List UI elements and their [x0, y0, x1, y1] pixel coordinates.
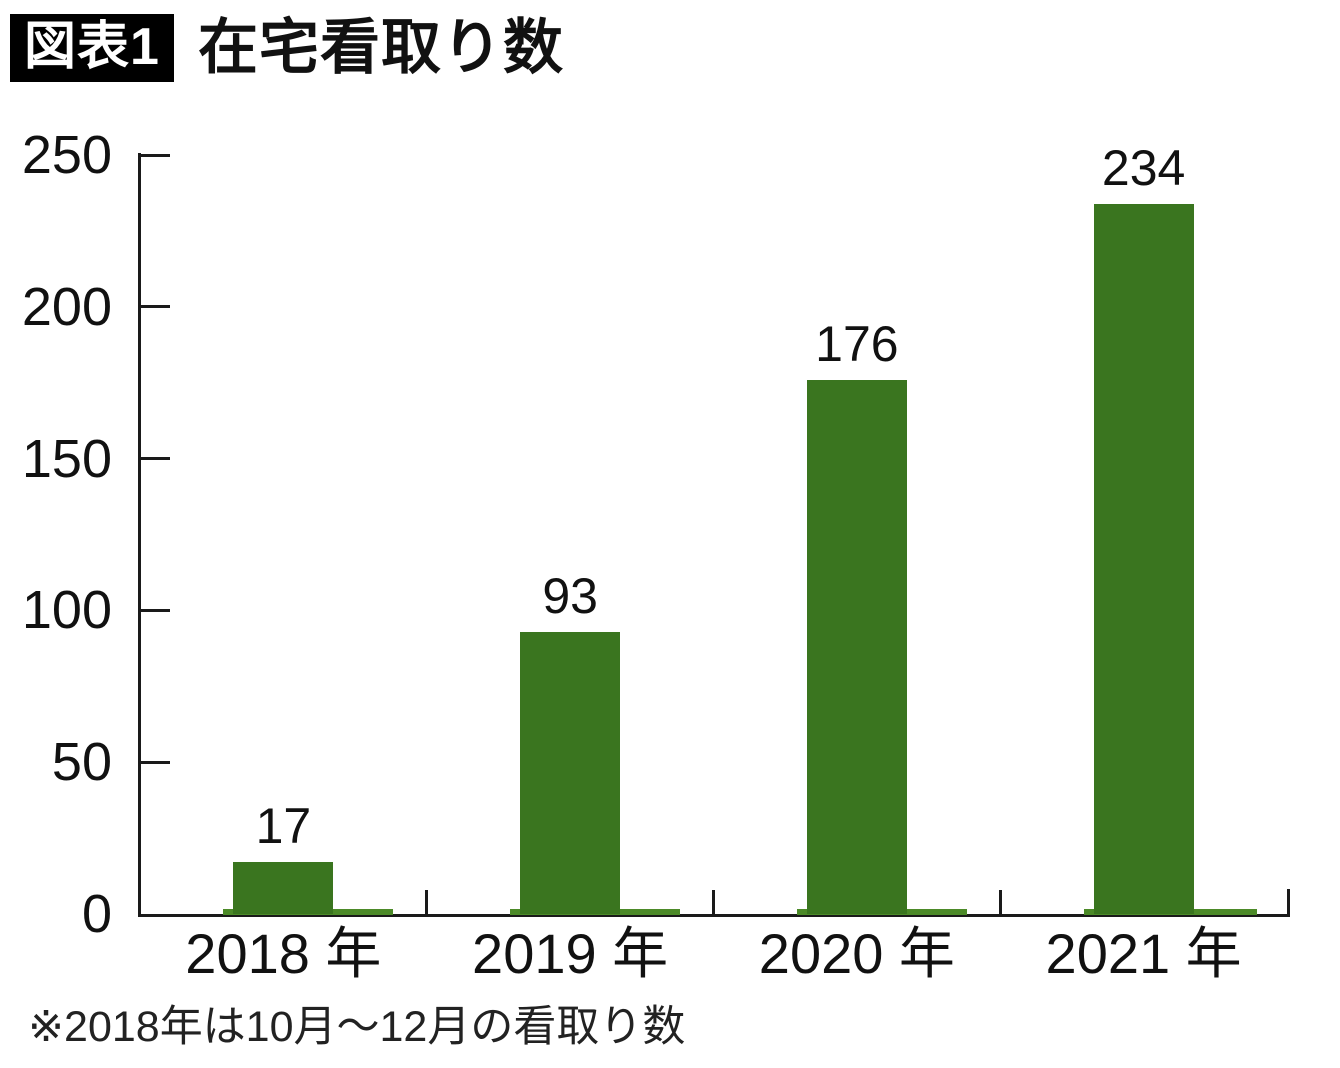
bar-value-label: 176	[815, 316, 899, 372]
y-tick-label: 100	[21, 580, 112, 641]
y-tick-label: 200	[21, 276, 112, 337]
y-tick	[140, 305, 170, 309]
figure-header: 図表1 在宅看取り数	[0, 0, 1340, 100]
bar-value-label: 234	[1101, 140, 1186, 196]
bar-value-label: 93	[542, 568, 598, 624]
bar	[520, 632, 620, 914]
x-tick	[712, 890, 715, 914]
y-tick-label: 50	[51, 732, 112, 793]
x-axis-label: 2021 年	[1045, 922, 1242, 985]
chart-title: 在宅看取り数	[198, 14, 564, 81]
x-axis-end-tick	[1287, 889, 1290, 914]
y-tick	[140, 608, 170, 612]
x-axis-line	[138, 914, 1290, 917]
x-tick	[425, 890, 429, 914]
y-tick-label: 250	[21, 125, 112, 185]
bar	[233, 862, 333, 914]
x-axis-label: 2019 年	[472, 922, 669, 985]
x-tick	[998, 890, 1002, 914]
bar-value-label: 17	[255, 798, 312, 854]
y-tick	[140, 457, 170, 461]
bar	[807, 380, 907, 914]
y-tick-label: 150	[21, 428, 112, 489]
figure-number-badge: 図表1	[10, 14, 174, 82]
y-axis-line	[138, 153, 141, 917]
y-tick	[140, 153, 170, 157]
y-tick	[140, 760, 170, 764]
chart-footnote: ※2018年は10月～12月の看取り数	[28, 1003, 686, 1051]
x-axis-label: 2020 年	[758, 922, 955, 985]
bar	[1094, 204, 1194, 914]
y-tick-label: 0	[81, 884, 112, 944]
x-axis-label: 2018 年	[185, 922, 382, 985]
